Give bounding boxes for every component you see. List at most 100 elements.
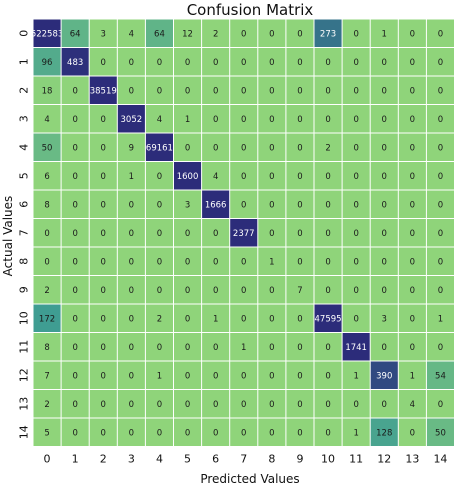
heatmap-cell <box>202 247 230 275</box>
heatmap-cell <box>314 390 342 418</box>
cell-value-label: 0 <box>72 343 77 353</box>
cell-value-label: 390 <box>376 371 392 381</box>
heatmap-cell <box>314 304 342 332</box>
cell-value-label: 0 <box>157 286 162 296</box>
cell-value-label: 0 <box>241 314 246 324</box>
heatmap-cell <box>286 390 314 418</box>
heatmap-cell <box>314 418 342 446</box>
heatmap-cell <box>117 361 145 389</box>
heatmap-cell <box>33 162 61 190</box>
cell-value-label: 0 <box>213 343 218 353</box>
cell-value-label: 8 <box>44 343 49 353</box>
cell-value-label: 0 <box>325 428 330 438</box>
cell-value-label: 0 <box>325 371 330 381</box>
heatmap-cell <box>117 162 145 190</box>
cell-value-label: 0 <box>241 371 246 381</box>
cell-value-label: 0 <box>438 229 443 239</box>
heatmap-cell <box>230 418 258 446</box>
cell-value-label: 0 <box>410 343 415 353</box>
heatmap-cell <box>314 333 342 361</box>
heatmap-cell <box>342 190 370 218</box>
heatmap-cell <box>398 361 426 389</box>
heatmap-cell <box>426 162 454 190</box>
cell-value-label: 7 <box>297 286 302 296</box>
cell-value-label: 0 <box>353 29 358 39</box>
cell-value-label: 0 <box>297 86 302 96</box>
heatmap-cell <box>117 418 145 446</box>
heatmap-cell <box>286 105 314 133</box>
heatmap-cell <box>202 19 230 47</box>
cell-value-label: 0 <box>410 257 415 267</box>
cell-value-label: 0 <box>438 29 443 39</box>
cell-value-label: 1 <box>157 371 162 381</box>
cell-value-label: 0 <box>72 257 77 267</box>
cell-value-label: 0 <box>269 371 274 381</box>
y-tick-label: 3 <box>18 115 31 122</box>
heatmap-cell <box>426 133 454 161</box>
heatmap-cell <box>61 390 89 418</box>
heatmap-cell <box>145 219 173 247</box>
heatmap-cell <box>286 190 314 218</box>
cell-value-label: 0 <box>129 86 134 96</box>
heatmap-cell <box>314 162 342 190</box>
heatmap-cell <box>174 76 202 104</box>
cell-value-label: 0 <box>241 286 246 296</box>
heatmap-cell <box>202 190 230 218</box>
y-tick-label: 2 <box>18 87 31 94</box>
cell-value-label: 0 <box>382 86 387 96</box>
y-tick-label: 10 <box>18 311 31 325</box>
heatmap-cell <box>286 219 314 247</box>
heatmap-cell <box>230 390 258 418</box>
cell-value-label: 0 <box>382 143 387 153</box>
cell-value-label: 0 <box>353 286 358 296</box>
cell-value-label: 0 <box>269 143 274 153</box>
heatmap-cell <box>202 48 230 76</box>
heatmap-cell <box>117 190 145 218</box>
heatmap-cell <box>314 19 342 47</box>
heatmap-cell <box>174 276 202 304</box>
y-axis-label: Actual Values <box>1 196 15 277</box>
heatmap-cell <box>89 390 117 418</box>
heatmap-cell <box>174 390 202 418</box>
heatmap-cell <box>314 276 342 304</box>
cell-value-label: 2 <box>213 29 218 39</box>
cell-value-label: 0 <box>101 58 106 68</box>
x-tick-label: 3 <box>128 453 135 466</box>
heatmap-cell <box>61 276 89 304</box>
cell-value-label: 0 <box>297 371 302 381</box>
heatmap-cell <box>202 76 230 104</box>
y-tick-label: 9 <box>18 286 31 293</box>
cell-value-label: 38519 <box>90 86 117 96</box>
cell-value-label: 0 <box>101 371 106 381</box>
y-tick-label: 13 <box>18 397 31 411</box>
cell-value-label: 0 <box>213 58 218 68</box>
cell-value-label: 0 <box>353 172 358 182</box>
cell-value-label: 0 <box>382 115 387 125</box>
heatmap-cell <box>258 162 286 190</box>
x-tick-labels: 0 1 2 3 4 5 6 7 8 9 10 11 12 13 14 <box>44 453 448 466</box>
heatmap-cell <box>342 162 370 190</box>
chart-title: Confusion Matrix <box>187 1 314 19</box>
y-tick-label: 5 <box>18 172 31 179</box>
cell-value-label: 54 <box>435 371 446 381</box>
cell-value-label: 0 <box>382 400 387 410</box>
cell-value-label: 0 <box>157 172 162 182</box>
heatmap-cell <box>61 19 89 47</box>
cell-value-label: 0 <box>353 115 358 125</box>
heatmap-cell <box>258 48 286 76</box>
cell-value-label: 0 <box>213 257 218 267</box>
y-tick-label: 12 <box>18 368 31 382</box>
cell-value-label: 0 <box>297 115 302 125</box>
cell-value-label: 0 <box>353 229 358 239</box>
cell-value-label: 0 <box>325 286 330 296</box>
cell-value-label: 0 <box>157 86 162 96</box>
cell-value-label: 0 <box>438 115 443 125</box>
cell-value-label: 4 <box>213 172 218 182</box>
cell-value-label: 0 <box>213 229 218 239</box>
heatmap-cell <box>286 361 314 389</box>
cell-value-label: 0 <box>382 343 387 353</box>
cell-value-label: 0 <box>72 115 77 125</box>
heatmap-cell <box>230 76 258 104</box>
heatmap-cell <box>202 390 230 418</box>
cell-value-label: 0 <box>410 286 415 296</box>
